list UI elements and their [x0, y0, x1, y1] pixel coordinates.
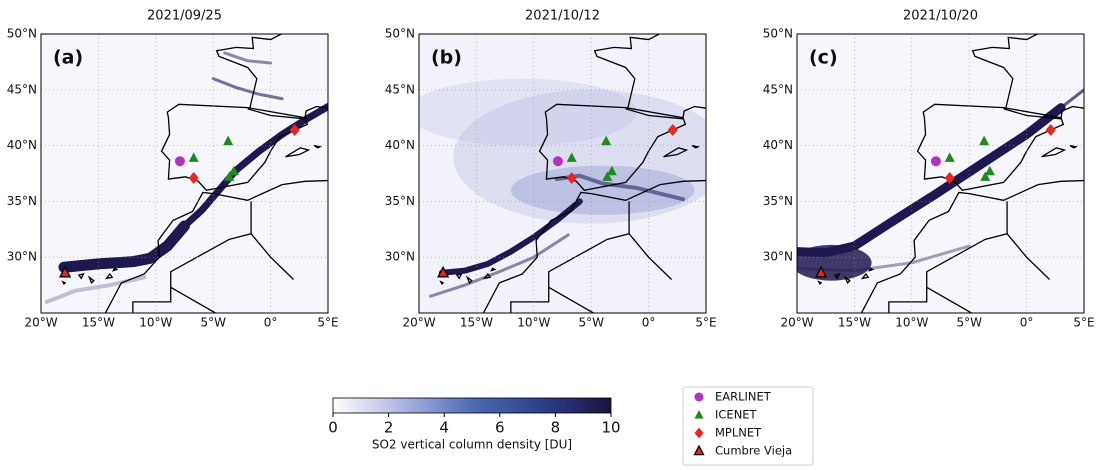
x-tick-label: 5°E: [317, 316, 338, 330]
panel-title: 2021/10/20: [903, 9, 978, 24]
colorbar-tick-label: 10: [601, 419, 620, 437]
panel-label: (b): [431, 47, 462, 69]
map-panel: 20°W 15°W 10°W 5°W 0° 5°E 30°N 35°N 40°N 45°N 50°N…: [385, 9, 729, 330]
x-tick-label: 15°W: [838, 316, 871, 330]
y-tick-label: 40°N: [763, 138, 793, 152]
x-tick-label: 5°W: [200, 316, 226, 330]
figure: 20°W 15°W 10°W 5°W 0° 5°E 30°N 35°N 40°N 45°N 50°N…: [0, 0, 1096, 466]
map-panel: 20°W 15°W 10°W 5°W 0° 5°E 30°N 35°N 40°N 45°N 50°N…: [7, 9, 340, 330]
y-tick-label: 30°N: [763, 250, 793, 264]
panel-title: 2021/09/25: [147, 9, 222, 24]
y-tick-label: 30°N: [7, 250, 37, 264]
colorbar-tick-label: 4: [439, 419, 449, 437]
x-tick-label: 0°: [642, 316, 656, 330]
colorbar-tick-label: 8: [551, 419, 561, 437]
y-tick-label: 50°N: [385, 27, 415, 41]
legend-label: MPLNET: [715, 426, 762, 440]
x-tick-label: 0°: [264, 316, 278, 330]
x-tick-label: 10°W: [895, 316, 928, 330]
x-tick-label: 0°: [1020, 316, 1034, 330]
x-tick-label: 5°W: [956, 316, 982, 330]
y-tick-label: 45°N: [763, 82, 793, 96]
y-tick-label: 35°N: [763, 194, 793, 208]
y-tick-label: 45°N: [385, 82, 415, 96]
x-tick-label: 15°W: [460, 316, 493, 330]
y-tick-label: 40°N: [7, 138, 37, 152]
y-tick-label: 35°N: [7, 194, 37, 208]
y-tick-label: 50°N: [7, 27, 37, 41]
station-marker: [553, 156, 563, 166]
x-tick-label: 20°W: [780, 316, 813, 330]
colorbar-tick-label: 0: [328, 419, 338, 437]
panel-title: 2021/10/12: [525, 9, 600, 24]
legend-label: EARLINET: [715, 390, 772, 404]
page: 20°W 15°W 10°W 5°W 0° 5°E 30°N 35°N 40°N 45°N 50°N…: [0, 0, 1096, 466]
legend-label: ICENET: [715, 408, 758, 422]
colorbar-tick-label: 2: [384, 419, 394, 437]
y-tick-label: 40°N: [385, 138, 415, 152]
x-tick-label: 5°E: [695, 316, 716, 330]
x-tick-label: 5°E: [1073, 316, 1094, 330]
legend: EARLINET ICENET MPLNET Cumbre Vieja: [683, 387, 813, 465]
legend-marker: [695, 393, 704, 402]
x-tick-label: 20°W: [24, 316, 57, 330]
colorbar-ramp: [333, 398, 611, 413]
legend-label: Cumbre Vieja: [715, 444, 792, 458]
y-tick-label: 30°N: [385, 250, 415, 264]
colorbar-tick-label: 6: [495, 419, 505, 437]
y-tick-label: 50°N: [763, 27, 793, 41]
x-tick-label: 20°W: [402, 316, 435, 330]
x-tick-label: 15°W: [82, 316, 115, 330]
station-marker: [931, 156, 941, 166]
panel-label: (a): [53, 47, 83, 69]
x-tick-label: 10°W: [517, 316, 550, 330]
colorbar-label: SO2 vertical column density [DU]: [372, 438, 572, 452]
colorbar: 0 2 4 6 8 10: [328, 398, 620, 437]
map-panel: 20°W 15°W 10°W 5°W 0° 5°E 30°N 35°N 40°N 45°N 50°N…: [763, 9, 1096, 330]
y-tick-label: 35°N: [385, 194, 415, 208]
station-marker: [175, 156, 185, 166]
x-tick-label: 5°W: [578, 316, 604, 330]
panel-label: (c): [809, 47, 838, 69]
x-tick-label: 10°W: [139, 316, 172, 330]
y-tick-label: 45°N: [7, 82, 37, 96]
